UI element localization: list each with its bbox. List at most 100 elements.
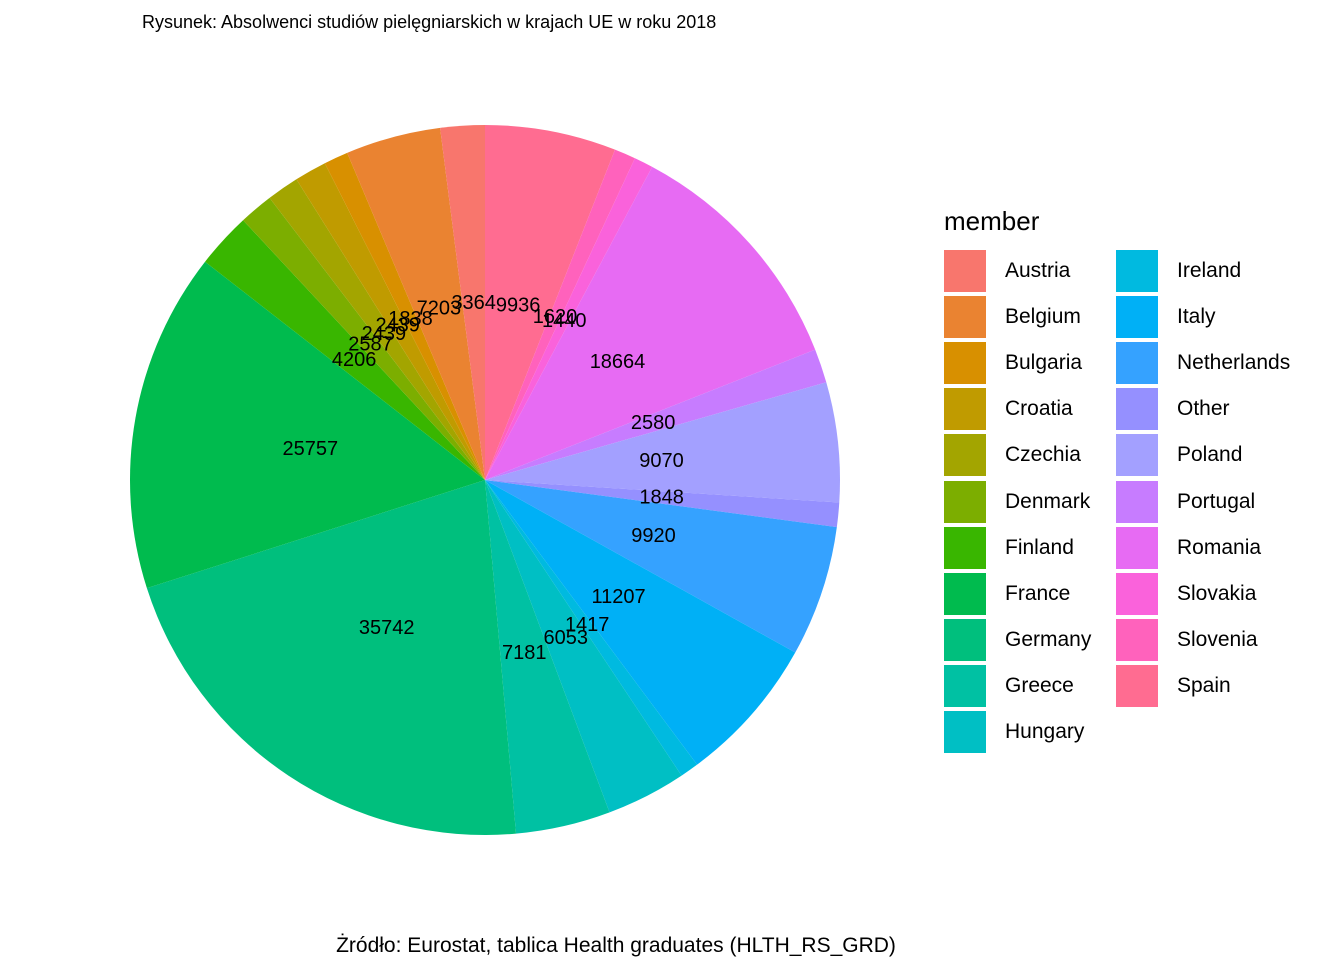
legend-item-ireland: Ireland (1116, 248, 1288, 294)
legend-label: Spain (1177, 673, 1231, 697)
pie-slice-hungary (485, 480, 682, 813)
slice-label-germany: 35742 (359, 617, 415, 639)
slice-label-denmark: 2587 (348, 333, 393, 355)
legend-item-germany: Germany (944, 617, 1116, 663)
pie-slice-france (129, 261, 485, 589)
slice-label-romania: 18664 (590, 351, 646, 373)
legend-column-1: Austria Belgium Bulgaria Croatia Czechia Denm… (944, 248, 1116, 755)
legend-swatch (944, 342, 986, 385)
legend-item-romania: Romania (1116, 525, 1288, 571)
legend-item-finland: Finland (944, 525, 1116, 571)
slice-label-netherlands: 9920 (631, 525, 676, 547)
legend-label: Romania (1177, 535, 1262, 559)
pie-slice-bulgaria (324, 152, 485, 480)
slice-label-finland: 4206 (332, 349, 377, 371)
legend-item-czechia: Czechia (944, 432, 1116, 478)
legend-label: Ireland (1177, 259, 1242, 283)
legend-item-belgium: Belgium (944, 294, 1116, 340)
pie-slice-greece (485, 480, 610, 834)
legend-swatch (1116, 618, 1158, 661)
chart-title: Rysunek: Absolwenci studiów pielęgniarsk… (142, 12, 717, 32)
pie-slice-ireland (485, 480, 698, 776)
slice-label-spain: 9936 (496, 295, 541, 317)
legend-item-hungary: Hungary (944, 709, 1116, 755)
pie-slice-netherlands (485, 480, 837, 653)
legend-label: Greece (1005, 673, 1074, 697)
legend-label: Slovenia (1177, 627, 1258, 651)
pie-slice-portugal (485, 349, 827, 480)
slice-label-belgium: 7203 (417, 298, 462, 320)
pie-slice-czechia (269, 179, 485, 480)
legend-item-bulgaria: Bulgaria (944, 340, 1116, 386)
pie-slices (129, 125, 840, 835)
legend-label: Italy (1177, 305, 1216, 329)
legend-label: Belgium (1005, 305, 1081, 329)
legend-swatch (944, 296, 986, 339)
slice-label-poland: 9070 (639, 450, 684, 472)
slice-label-austria: 3364 (451, 292, 496, 314)
slice-label-portugal: 2580 (631, 412, 676, 434)
pie-slice-slovakia (485, 158, 653, 480)
legend-swatch (1116, 434, 1158, 477)
legend-label: Bulgaria (1005, 351, 1083, 375)
legend-item-greece: Greece (944, 663, 1116, 709)
legend-item-italy: Italy (1116, 294, 1288, 340)
legend-item-spain: Spain (1116, 663, 1288, 709)
pie-slice-poland (485, 382, 840, 503)
legend-label: Germany (1005, 627, 1092, 651)
legend-swatch (944, 250, 986, 293)
slice-label-czechia: 2439 (362, 323, 407, 345)
pie-slice-italy (485, 480, 796, 765)
legend-swatch (1116, 572, 1158, 615)
legend-label: Other (1177, 397, 1230, 421)
slice-label-slovakia: 1440 (542, 310, 587, 332)
legend: member Austria Belgium Bulgaria Croatia Czec… (944, 204, 1291, 755)
legend-label: Croatia (1005, 397, 1073, 421)
slice-label-greece: 7181 (502, 642, 547, 664)
legend-label: Poland (1177, 443, 1243, 467)
legend-swatch (944, 572, 986, 615)
slice-label-other: 1848 (639, 486, 684, 508)
legend-label: Denmark (1005, 489, 1091, 513)
legend-label: Finland (1005, 535, 1074, 559)
legend-swatch (1116, 296, 1158, 339)
legend-swatch (944, 388, 986, 431)
pie-slice-finland (205, 220, 486, 480)
legend-item-croatia: Croatia (944, 386, 1116, 432)
legend-swatch (1116, 250, 1158, 293)
legend-label: Netherlands (1177, 351, 1291, 375)
pie-slice-germany (146, 480, 517, 835)
pie-slice-denmark (243, 197, 485, 481)
pie-slice-other (485, 480, 840, 528)
legend-item-denmark: Denmark (944, 478, 1116, 524)
slice-label-ireland: 1417 (565, 614, 610, 636)
legend-item-netherlands: Netherlands (1116, 340, 1291, 386)
slice-label-slovenia: 1620 (533, 306, 578, 328)
legend-label: Portugal (1177, 489, 1256, 513)
legend-title: member (944, 206, 1040, 236)
legend-column-2: Ireland Italy Netherlands Other Poland Portug… (1116, 248, 1291, 755)
legend-item-portugal: Portugal (1116, 478, 1288, 524)
legend-swatch (1116, 526, 1158, 569)
legend-columns: Austria Belgium Bulgaria Croatia Czechia Denm… (944, 248, 1291, 755)
legend-label: France (1005, 581, 1071, 605)
legend-swatch (944, 664, 986, 707)
slice-label-hungary: 6053 (544, 627, 589, 649)
legend-label: Czechia (1005, 443, 1081, 467)
legend-swatch (1116, 342, 1158, 385)
pie-slice-spain (485, 125, 615, 480)
legend-swatch (944, 526, 986, 569)
legend-item-slovakia: Slovakia (1116, 571, 1288, 617)
pie-slice-austria (440, 125, 485, 480)
chart-caption: Żródło: Eurostat, tablica Health graduat… (336, 934, 896, 957)
legend-item-poland: Poland (1116, 432, 1288, 478)
legend-item-other: Other (1116, 386, 1288, 432)
legend-label: Austria (1005, 259, 1071, 283)
legend-label: Slovakia (1177, 581, 1257, 605)
legend-swatch (1116, 480, 1158, 523)
pie-slice-slovenia (485, 149, 635, 480)
pie-slice-romania (485, 166, 816, 480)
pie-slice-belgium (347, 127, 485, 481)
legend-swatch (944, 434, 986, 477)
